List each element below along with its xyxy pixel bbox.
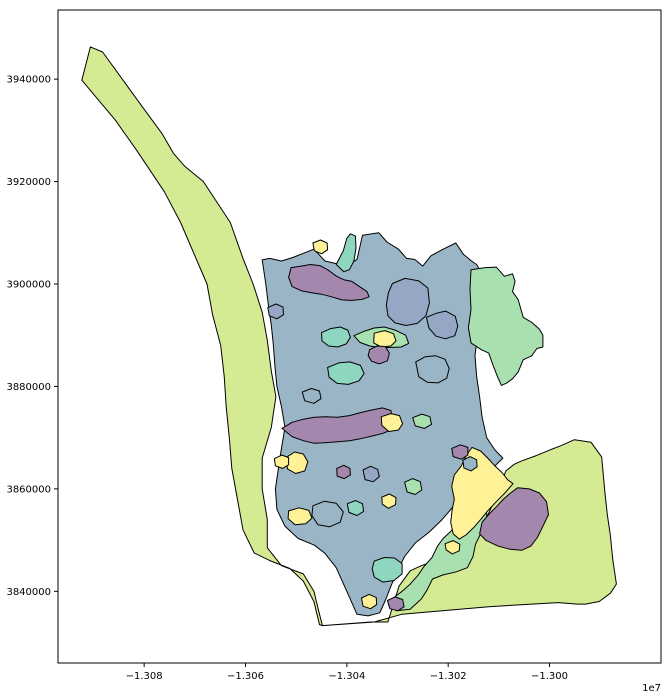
region-downtown-green: [404, 478, 423, 495]
region-south-blue-4: [311, 500, 344, 528]
y-axis-ticks: 3840000 3860000 3880000 3900000 3920000 39400…: [6, 75, 58, 598]
x-tick-label: −1.304: [328, 671, 365, 682]
region-west-yellow: [273, 454, 290, 469]
region-mid-green-7: [412, 413, 432, 429]
region-northeast-blue-2: [425, 310, 459, 340]
x-tick-label: −1.302: [430, 671, 467, 682]
region-north-blue-5: [267, 303, 284, 320]
x-tick-label: −1.300: [531, 671, 568, 682]
region-south-purple: [386, 596, 405, 612]
region-bay-yellow: [287, 507, 313, 526]
plot-frame: [57, 9, 662, 664]
region-mid-blue-6: [301, 388, 322, 404]
region-north-ridge: [335, 233, 357, 273]
region-mid-yellow-2: [380, 413, 404, 432]
y-tick-label: 3940000: [6, 75, 51, 86]
region-east-yellow: [450, 446, 514, 540]
map-regions: [81, 46, 617, 627]
region-central-yellow-1: [373, 330, 397, 348]
region-downtown-teal: [346, 500, 365, 516]
region-north-purple: [288, 264, 370, 301]
region-downtown-purple: [336, 464, 351, 480]
y-tick-label: 3900000: [6, 280, 51, 291]
y-tick-label: 3840000: [6, 587, 51, 598]
region-east-small-yellow: [444, 540, 461, 555]
region-east-small-blue: [462, 456, 478, 472]
y-tick-label: 3920000: [6, 177, 51, 188]
region-south-yellow: [361, 593, 378, 610]
region-northeast-blue: [385, 277, 430, 326]
region-north-teal: [321, 326, 351, 348]
region-downtown-blue: [362, 465, 380, 483]
region-mid-teal: [327, 361, 365, 385]
region-north-yellow-4: [312, 239, 329, 255]
x-axis-offset-label: 1e7: [642, 683, 661, 694]
region-coastal-strip: [81, 46, 617, 627]
y-tick-label: 3880000: [6, 382, 51, 393]
y-tick-label: 3860000: [6, 484, 51, 495]
region-east-mountain: [479, 487, 549, 551]
region-central-yellow-3: [285, 451, 309, 474]
region-central-blue-3: [415, 355, 450, 384]
x-tick-label: −1.306: [227, 671, 264, 682]
region-south-teal: [371, 557, 403, 583]
region-mid-purple-2: [367, 345, 390, 365]
region-east-purple-8: [451, 444, 469, 460]
region-east-hills: [467, 266, 544, 386]
x-tick-label: −1.308: [126, 671, 163, 682]
region-downtown-yellow: [381, 493, 397, 509]
x-axis-ticks: −1.308 −1.306 −1.304 −1.302 −1.300: [126, 663, 568, 682]
